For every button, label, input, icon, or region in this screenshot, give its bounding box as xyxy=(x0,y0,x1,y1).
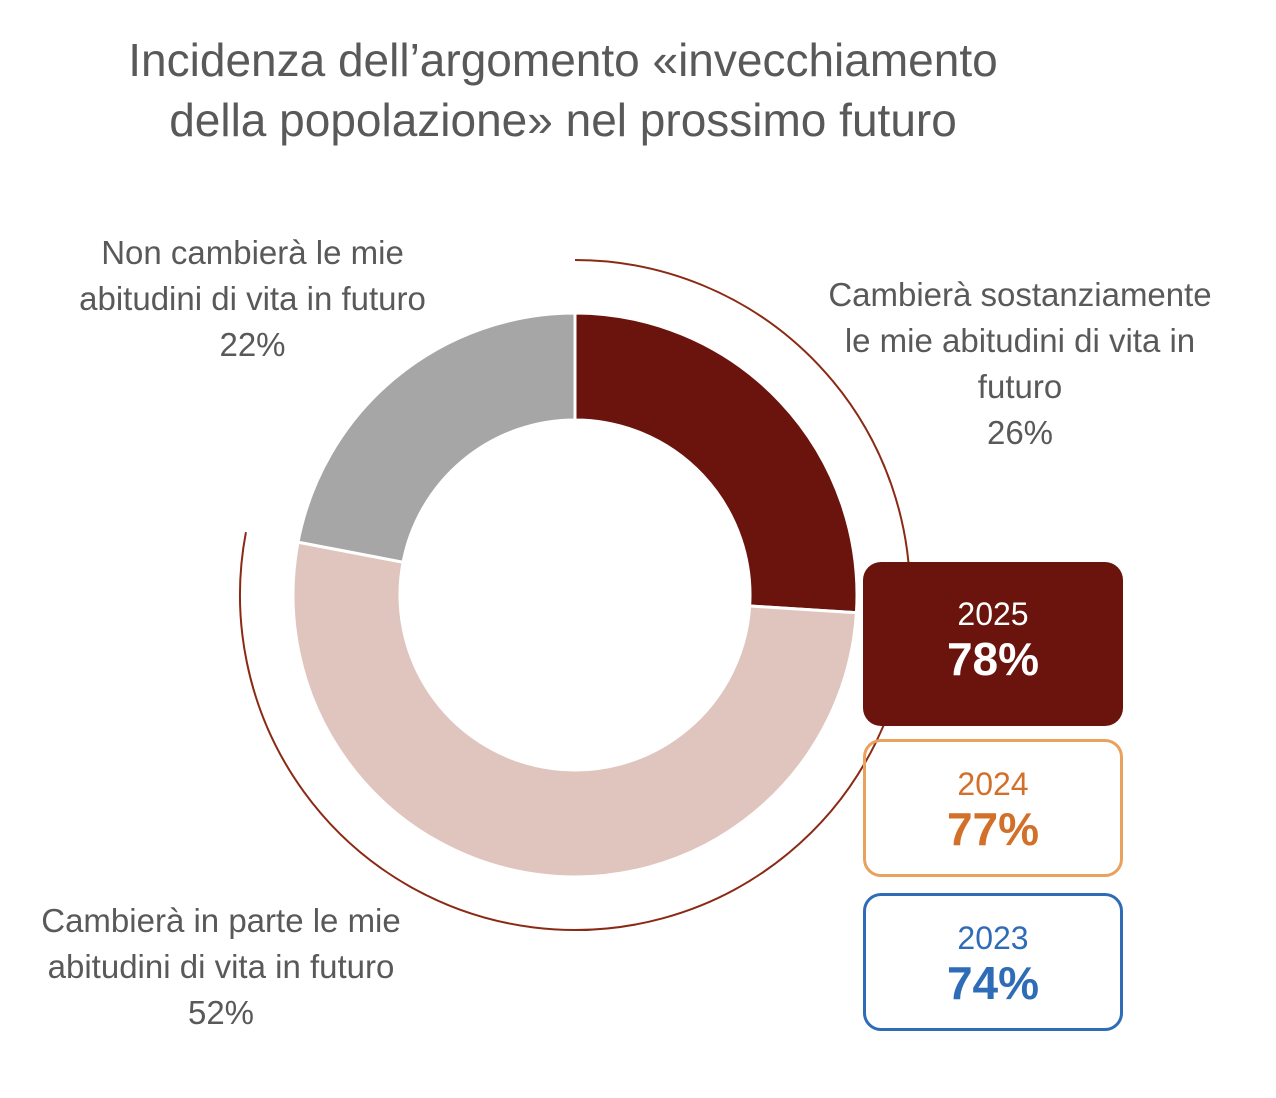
year-label: 2024 xyxy=(957,766,1029,802)
label-line: abitudini di vita in futuro xyxy=(79,280,426,317)
label-sostanziamente: Cambierà sostanziamente le mie abitudini… xyxy=(790,272,1250,456)
label-line: Cambierà in parte le mie xyxy=(41,902,401,939)
year-value: 74% xyxy=(946,957,1040,1009)
title-line-2: della popolazione» nel prossimo futuro xyxy=(169,94,957,146)
donut-slice-1 xyxy=(291,540,859,879)
data-label: 52% xyxy=(187,994,255,1031)
year-label: 2025 xyxy=(957,596,1029,632)
year-box-2024: 2024 77% xyxy=(863,739,1123,877)
label-line: le mie abitudini di vita in xyxy=(844,322,1196,359)
year-label: 2023 xyxy=(957,920,1029,956)
year-value: 78% xyxy=(946,633,1040,685)
donut-slice-2 xyxy=(296,311,577,564)
highlight-arc xyxy=(239,259,911,931)
label-line: Non cambierà le mie xyxy=(101,234,404,271)
label-in-parte: Cambierà in parte le mie abitudini di vi… xyxy=(0,898,442,1036)
donut-slice-0 xyxy=(573,311,859,615)
label-line: futuro xyxy=(977,368,1063,405)
chart-title: Incidenza dell’argomento «invecchiamento… xyxy=(0,30,1126,150)
year-box-2025: 2025 78% xyxy=(863,562,1123,726)
label-line: Cambierà sostanziamente xyxy=(828,276,1212,313)
label-line: abitudini di vita in futuro xyxy=(47,948,395,985)
year-value: 77% xyxy=(946,803,1040,855)
label-non-cambiera: Non cambierà le mie abitudini di vita in… xyxy=(30,230,475,368)
year-box-2023: 2023 74% xyxy=(863,893,1123,1031)
data-label: 26% xyxy=(986,414,1054,451)
title-line-1: Incidenza dell’argomento «invecchiamento xyxy=(128,34,998,86)
data-label: 22% xyxy=(219,326,286,363)
